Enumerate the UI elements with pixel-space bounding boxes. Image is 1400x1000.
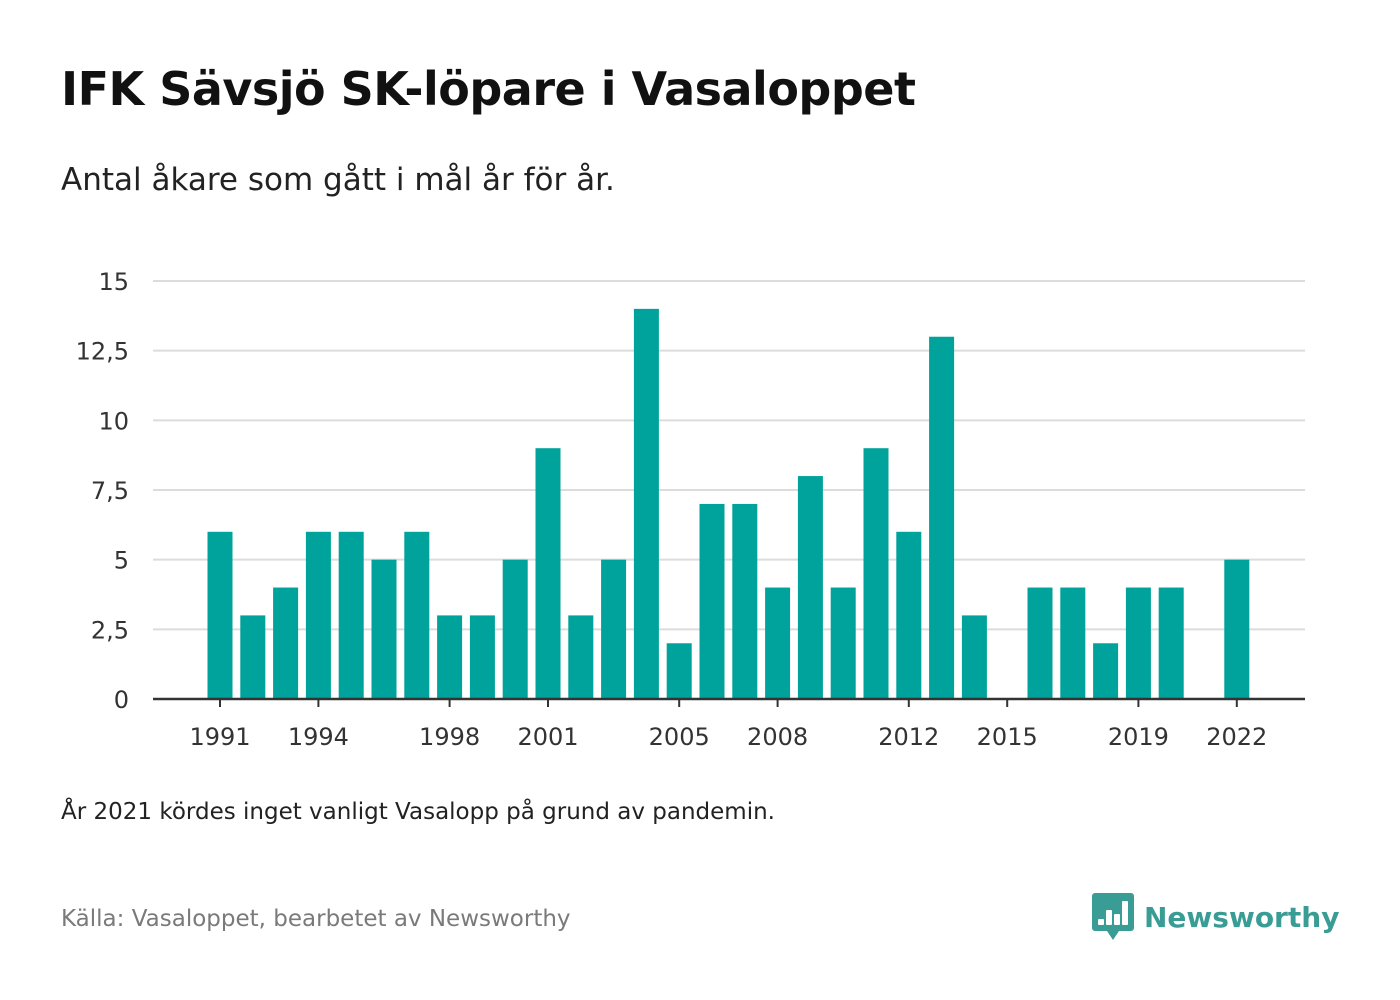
y-tick-label: 10 (98, 407, 129, 435)
bar-2008 (765, 587, 791, 699)
bar-2022 (1224, 559, 1250, 699)
bar-2017 (1060, 587, 1086, 699)
x-tick-label: 1994 (288, 723, 349, 751)
bar-2004 (633, 308, 659, 699)
x-tick-label: 2008 (747, 723, 808, 751)
bar-2010 (830, 587, 856, 699)
y-tick-label: 2,5 (91, 616, 129, 644)
bar-2001 (535, 448, 561, 699)
bar-1996 (371, 559, 397, 699)
bar-1992 (240, 615, 266, 699)
bar-2016 (1027, 587, 1053, 699)
y-tick-label: 12,5 (76, 338, 129, 366)
bar-1995 (338, 531, 364, 699)
x-tick-label: 2012 (878, 723, 939, 751)
bar-2018 (1093, 643, 1119, 699)
x-tick-label: 1991 (189, 723, 250, 751)
y-tick-label: 7,5 (91, 477, 129, 505)
x-tick-label: 2019 (1108, 723, 1169, 751)
newsworthy-brand: Newsworthy (1092, 892, 1339, 942)
bar-2020 (1158, 587, 1184, 699)
y-tick-label: 5 (114, 547, 129, 575)
y-tick-label: 15 (98, 268, 129, 296)
bar-1994 (305, 531, 331, 699)
bar-2005 (666, 643, 692, 699)
bar-2007 (732, 503, 758, 699)
bar-1999 (469, 615, 495, 699)
bar-2011 (863, 448, 889, 699)
bar-2003 (601, 559, 627, 699)
x-tick-label: 2022 (1206, 723, 1267, 751)
x-tick-label: 2015 (977, 723, 1038, 751)
y-tick-label: 0 (114, 686, 129, 714)
x-tick-label: 2001 (517, 723, 578, 751)
bar-1991 (207, 531, 233, 699)
chart-note: År 2021 kördes inget vanligt Vasalopp på… (61, 799, 775, 825)
bar-2002 (568, 615, 594, 699)
bar-2000 (502, 559, 528, 699)
bar-1998 (437, 615, 463, 699)
bar-2014 (961, 615, 987, 699)
x-tick-label: 2005 (649, 723, 710, 751)
bar-1993 (273, 587, 299, 699)
newsworthy-logo-icon (1092, 893, 1134, 940)
chart-title: IFK Sävsjö SK-löpare i Vasaloppet (61, 62, 916, 116)
bar-1997 (404, 531, 430, 699)
chart-subtitle: Antal åkare som gått i mål år för år. (61, 162, 615, 198)
bar-2006 (699, 503, 725, 699)
source-text: Källa: Vasaloppet, bearbetet av Newswort… (61, 906, 571, 932)
bar-2009 (797, 476, 823, 699)
x-tick-label: 1998 (419, 723, 480, 751)
bar-2013 (929, 336, 955, 699)
bar-2012 (896, 531, 922, 699)
bar-2019 (1125, 587, 1151, 699)
brand-name: Newsworthy (1144, 900, 1340, 934)
